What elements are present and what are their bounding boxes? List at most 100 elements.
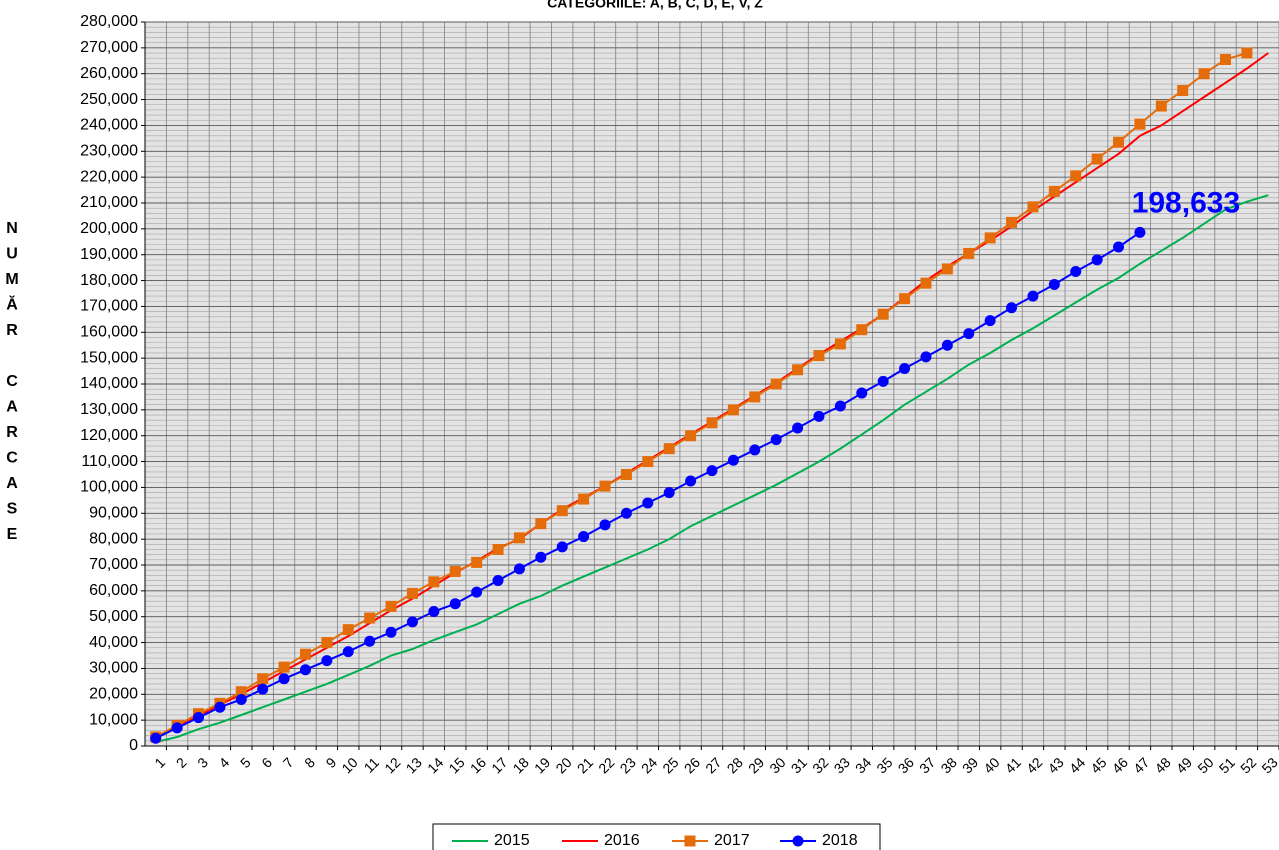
x-tick-label: 25 xyxy=(659,754,681,776)
x-tick-label: 30 xyxy=(766,754,788,776)
data-point xyxy=(278,661,290,673)
data-point xyxy=(685,475,697,487)
data-point xyxy=(1177,85,1189,97)
x-tick-label: 28 xyxy=(724,754,746,776)
data-point xyxy=(1155,100,1167,112)
data-point xyxy=(471,556,483,568)
data-point xyxy=(856,324,868,336)
x-tick-label: 12 xyxy=(381,754,403,776)
y-axis-label-letter: E xyxy=(7,526,18,543)
data-point xyxy=(663,443,675,455)
x-tick-label: 15 xyxy=(445,754,467,776)
data-point xyxy=(578,531,590,543)
y-axis-label-letter: C xyxy=(6,450,18,467)
series-line-2017 xyxy=(155,52,1248,738)
data-point xyxy=(642,456,654,468)
x-tick-label: 13 xyxy=(403,754,425,776)
y-tick-label: 270,000 xyxy=(80,39,138,56)
x-tick-label: 38 xyxy=(938,754,960,776)
plot-area: 0 10,000 20,000 30,000 40,000 50,000 60,000 70,… xyxy=(80,13,1279,776)
x-tick-label: 48 xyxy=(1151,754,1173,776)
data-point xyxy=(920,277,932,289)
y-tick-label: 30,000 xyxy=(89,660,138,677)
y-tick-label: 260,000 xyxy=(80,65,138,82)
legend-item-2015: 2015 xyxy=(452,832,530,849)
x-tick-label: 35 xyxy=(873,754,895,776)
data-point xyxy=(513,532,525,544)
y-tick-label: 10,000 xyxy=(89,711,138,728)
x-tick-label: 33 xyxy=(831,754,853,776)
data-point xyxy=(428,606,440,618)
data-point xyxy=(1070,266,1082,278)
x-tick-label: 9 xyxy=(323,754,340,771)
data-point xyxy=(556,505,568,517)
data-point xyxy=(813,410,825,422)
series-2018 xyxy=(150,226,1146,744)
x-tick-label: 2 xyxy=(173,754,190,771)
x-tick-label: 53 xyxy=(1258,754,1279,776)
data-point xyxy=(599,480,611,492)
y-axis-label-letter: A xyxy=(6,399,18,416)
data-point xyxy=(449,598,461,610)
data-point xyxy=(599,519,611,531)
data-point xyxy=(856,387,868,399)
data-point xyxy=(727,404,739,416)
y-tick-label: 110,000 xyxy=(81,453,138,470)
y-tick-label: 60,000 xyxy=(89,582,138,599)
x-tick-label: 51 xyxy=(1216,754,1238,776)
y-tick-label: 180,000 xyxy=(80,272,138,289)
y-axis-label-letter: N xyxy=(6,220,18,237)
data-point xyxy=(706,417,718,429)
data-point xyxy=(941,263,953,275)
data-point xyxy=(899,362,911,374)
data-point xyxy=(492,575,504,587)
y-tick-label: 80,000 xyxy=(89,530,138,547)
data-point xyxy=(535,551,547,563)
data-point xyxy=(792,422,804,434)
data-point xyxy=(1113,136,1125,148)
data-point xyxy=(578,493,590,505)
x-tick-label: 8 xyxy=(301,754,318,771)
legend-label: 2018 xyxy=(822,832,858,849)
x-tick-label: 31 xyxy=(788,754,810,776)
x-tick-label: 36 xyxy=(895,754,917,776)
data-point xyxy=(171,722,183,734)
x-tick-label: 7 xyxy=(280,754,297,771)
x-tick-label: 22 xyxy=(595,754,617,776)
data-point xyxy=(150,732,162,744)
data-point xyxy=(406,587,418,599)
last-value-annotation: 198,633 xyxy=(1132,186,1240,219)
x-tick-label: 45 xyxy=(1087,754,1109,776)
data-point xyxy=(257,673,269,685)
x-tick-label: 10 xyxy=(338,754,360,776)
data-point xyxy=(920,351,932,363)
y-axis-label-letter: R xyxy=(6,322,18,339)
x-tick-label: 23 xyxy=(617,754,639,776)
x-tick-label: 42 xyxy=(1023,754,1045,776)
data-point xyxy=(1006,302,1018,314)
y-tick-label: 230,000 xyxy=(80,143,138,160)
y-tick-label: 160,000 xyxy=(80,324,138,341)
x-tick-label: 17 xyxy=(488,754,510,776)
y-tick-label: 0 xyxy=(129,737,138,754)
data-point xyxy=(364,612,376,624)
data-point xyxy=(385,626,397,638)
legend-item-2018: 2018 xyxy=(780,832,858,849)
x-tick-label: 11 xyxy=(361,754,383,776)
data-point xyxy=(1198,68,1210,80)
data-point xyxy=(1241,47,1253,59)
x-tick-label: 1 xyxy=(151,754,168,771)
data-point xyxy=(984,232,996,244)
y-tick-label: 40,000 xyxy=(89,634,138,651)
x-tick-label: 26 xyxy=(681,754,703,776)
data-point xyxy=(1091,254,1103,266)
data-point xyxy=(620,507,632,519)
legend-label: 2015 xyxy=(494,832,530,849)
data-point xyxy=(1027,290,1039,302)
x-tick-label: 32 xyxy=(809,754,831,776)
legend-box xyxy=(432,823,881,850)
data-point xyxy=(192,712,204,724)
x-tick-label: 18 xyxy=(510,754,532,776)
